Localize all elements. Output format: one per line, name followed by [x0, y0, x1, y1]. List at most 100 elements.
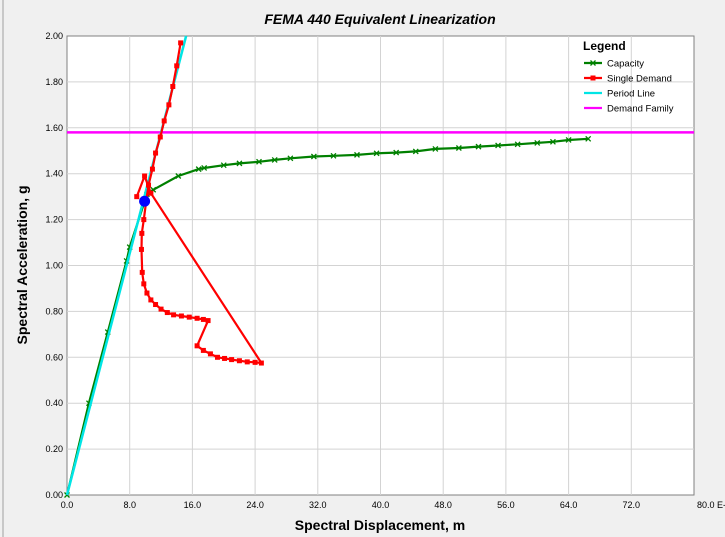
capacity-point [195, 166, 202, 173]
y-tick-label: 2.00 [45, 31, 63, 41]
x-tick-label: 0.0 [61, 500, 74, 510]
demand-point [194, 343, 200, 349]
demand-point [214, 354, 220, 360]
y-tick-label: 0.40 [45, 398, 63, 408]
y-tick-label: 1.00 [45, 261, 63, 271]
y-tick-label: 1.60 [45, 123, 63, 133]
demand-point [161, 118, 167, 124]
y-tick-label: 0.00 [45, 490, 63, 500]
demand-point [153, 302, 159, 308]
y-tick-label: 1.20 [45, 215, 63, 225]
capacity-point [271, 156, 278, 163]
demand-point [178, 40, 184, 46]
capacity-point [495, 142, 502, 149]
demand-point [139, 230, 145, 236]
x-tick-label: 48.0 [434, 500, 452, 510]
demand-point [258, 360, 264, 366]
legend-label: Single Demand [607, 74, 672, 85]
demand-point [149, 166, 155, 172]
x-tick-label: 40.0 [372, 500, 390, 510]
demand-point [200, 316, 206, 322]
demand-point [207, 351, 213, 357]
capacity-point [354, 151, 360, 158]
x-tick-label: 16.0 [184, 500, 202, 510]
chart-title: FEMA 440 Equivalent Linearization [264, 11, 495, 27]
series-layer [64, 35, 694, 498]
capacity-point [475, 143, 482, 150]
demand-point [178, 313, 184, 319]
capacity-point [585, 135, 592, 142]
demand-point [170, 83, 176, 89]
demand-point [146, 182, 152, 188]
demand-point [141, 281, 147, 287]
y-tick-label: 0.20 [45, 444, 63, 454]
demand-point [171, 312, 177, 318]
capacity-point [201, 165, 208, 171]
x-tick-label: 64.0 [560, 500, 578, 510]
tick-labels: 0.0 8.0 16.0 24.0 32.0 40.0 48.0 56.0 64.0 72.0 80… [45, 31, 725, 510]
capacity-point [236, 160, 243, 167]
demand-point [158, 306, 164, 312]
legend-entry: Period Line [584, 89, 655, 100]
demand-point [194, 315, 200, 321]
demand-point [205, 318, 211, 324]
legend-title: Legend [583, 39, 626, 53]
demand-point [229, 357, 235, 363]
legend-entry: Single Demand [584, 74, 672, 85]
capacity-point [330, 152, 337, 159]
demand-point [157, 134, 163, 140]
capacity-point [565, 137, 572, 143]
capacity-point [287, 155, 294, 162]
demand-point [252, 359, 258, 365]
y-tick-label: 0.80 [45, 306, 63, 316]
capacity-point [412, 148, 419, 155]
grid-lines [67, 36, 694, 495]
demand-point [139, 269, 145, 275]
demand-point [164, 310, 170, 316]
capacity-point [534, 139, 541, 146]
legend-marker [590, 75, 596, 81]
demand-point [148, 190, 154, 196]
y-tick-label: 0.60 [45, 352, 63, 362]
legend-entry: Capacity [584, 59, 644, 70]
x-tick-label: 56.0 [497, 500, 515, 510]
demand-point [144, 290, 150, 296]
demand-point [186, 314, 192, 320]
x-tick-label: 32.0 [309, 500, 327, 510]
demand-point [141, 217, 147, 223]
x-tick-label: 24.0 [246, 500, 264, 510]
demand-point [200, 347, 206, 353]
capacity-point [256, 158, 262, 165]
capacity-point [175, 173, 182, 179]
performance-point [139, 195, 151, 207]
legend: Legend Capacity Single Demand Period Line D… [583, 39, 674, 115]
window-left-edge [2, 0, 4, 537]
demand-point [138, 246, 144, 252]
capacity-point [432, 145, 439, 152]
x-axis-label: Spectral Displacement, m [295, 517, 465, 533]
capacity-point [310, 153, 317, 160]
demand-point [174, 63, 180, 69]
legend-entry: Demand Family [584, 104, 674, 115]
legend-marker [590, 60, 596, 66]
demand-point [134, 194, 140, 200]
demand-point [148, 297, 154, 303]
x-tick-label: 72.0 [623, 500, 641, 510]
legend-label: Period Line [607, 89, 655, 100]
demand-point [222, 355, 228, 361]
series-single-demand [134, 40, 264, 366]
y-axis-label: Spectral Acceleration, g [14, 186, 30, 345]
demand-point [153, 150, 159, 156]
y-tick-label: 1.40 [45, 169, 63, 179]
demand-point [236, 358, 242, 364]
demand-point [166, 102, 172, 108]
legend-label: Demand Family [607, 104, 674, 115]
x-tick-label: 8.0 [123, 500, 136, 510]
capacity-point [549, 138, 556, 145]
x-tick-label: 80.0 E-3 [697, 500, 725, 510]
capacity-point [373, 150, 380, 157]
capacity-point [220, 162, 227, 169]
y-tick-label: 1.80 [45, 77, 63, 87]
